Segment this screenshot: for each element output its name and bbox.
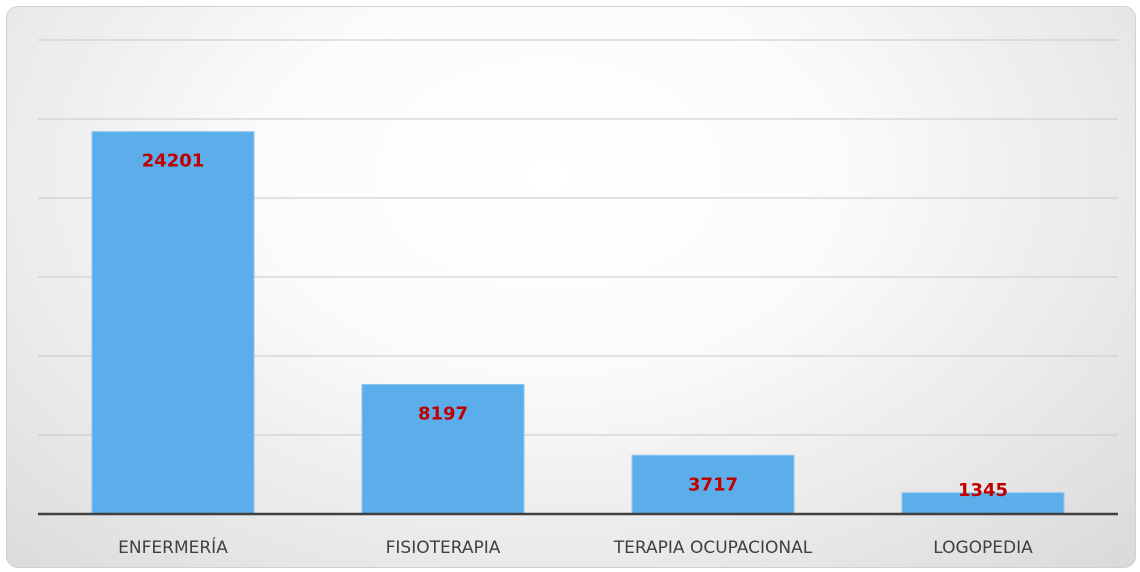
bar <box>91 131 255 515</box>
x-tick-label: FISIOTERAPIA <box>386 538 501 558</box>
data-label: 1345 <box>958 480 1008 501</box>
x-tick-label: TERAPIA OCUPACIONAL <box>613 538 813 558</box>
data-label: 3717 <box>688 474 738 495</box>
data-label: 24201 <box>142 151 205 172</box>
data-label: 8197 <box>418 403 468 424</box>
x-tick-label: LOGOPEDIA <box>933 538 1033 558</box>
bar <box>361 383 525 515</box>
bar <box>631 454 795 515</box>
x-tick-label: ENFERMERÍA <box>118 536 228 558</box>
